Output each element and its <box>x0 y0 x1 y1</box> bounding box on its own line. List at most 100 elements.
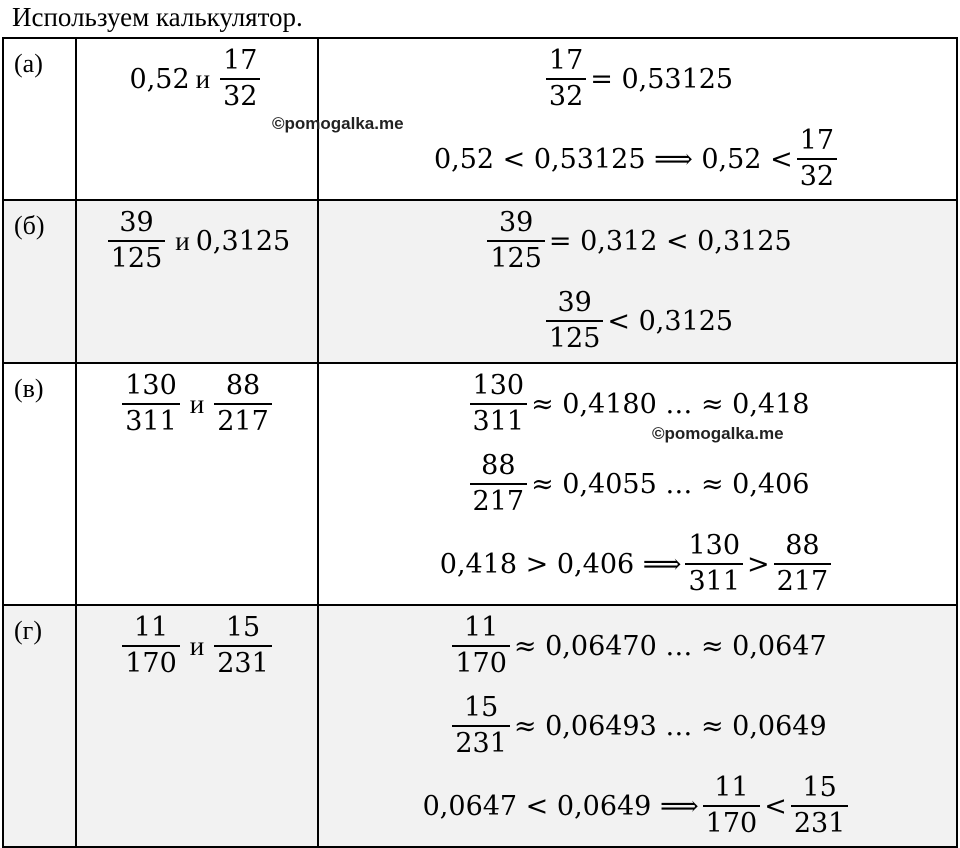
denominator: 32 <box>799 161 835 192</box>
table-row: (в) 130 311 и 88 217 130 <box>2 362 958 606</box>
fraction: 130 311 <box>122 369 180 439</box>
fraction: 11 170 <box>452 611 510 681</box>
watermark-text: ©pomogalka.me <box>652 424 784 443</box>
problem-expression: 130 311 и 88 217 <box>77 364 317 444</box>
numerator: 39 <box>557 287 592 318</box>
solution-line: 0,0647 < 0,0649 ⟹ 11 170 < 15 231 <box>319 766 956 846</box>
numerator: 11 <box>463 612 499 643</box>
fraction: 39 125 <box>487 206 545 276</box>
fraction-bar <box>702 805 761 807</box>
denominator: 170 <box>455 648 507 679</box>
problem-expression: 39 125 и 0,3125 <box>77 201 317 281</box>
fraction-bar <box>469 403 528 405</box>
decimal-value: 0,52 <box>129 63 190 95</box>
solution-line: 17 32 = 0,53125 <box>319 39 956 119</box>
denominator: 170 <box>705 808 758 839</box>
denominator: 217 <box>472 486 525 517</box>
numerator: 11 <box>714 772 749 803</box>
numerator: 15 <box>802 772 837 803</box>
expression-pre: 0,418 > 0,406 ⟹ <box>439 548 682 580</box>
fraction: 17 32 <box>220 44 261 114</box>
and-word: и <box>195 63 211 94</box>
fraction: 130 311 <box>685 529 744 599</box>
denominator: 125 <box>548 323 601 354</box>
numerator: 39 <box>119 207 154 238</box>
denominator: 311 <box>472 406 525 437</box>
fraction: 88 217 <box>214 369 272 439</box>
fraction-bar <box>790 805 849 807</box>
expression-rest: ≈ 0,06470 … ≈ 0,0647 <box>513 630 827 662</box>
denominator: 170 <box>125 648 177 679</box>
fraction-bar <box>469 483 528 485</box>
fraction: 88 217 <box>773 529 832 599</box>
solution-line: 130 311 ≈ 0,4180 … ≈ 0,418 <box>319 364 956 444</box>
denominator: 231 <box>455 728 507 759</box>
numerator: 17 <box>799 125 835 156</box>
decimal-value: 0,3125 <box>195 225 291 257</box>
denominator: 32 <box>223 81 258 112</box>
fraction: 11 170 <box>702 771 761 841</box>
fraction-bar <box>214 403 272 405</box>
numerator: 11 <box>133 612 169 643</box>
fraction-bar <box>487 240 545 242</box>
fraction-bar <box>773 563 832 565</box>
numerator: 130 <box>125 370 177 401</box>
fraction: 39 125 <box>545 286 604 356</box>
fraction-bar <box>796 158 838 160</box>
expression-pre: 0,0647 < 0,0649 ⟹ <box>422 790 699 822</box>
fraction: 15 231 <box>452 691 510 761</box>
fraction: 130 311 <box>469 369 528 439</box>
table-row: (б) 39 125 и 0,3125 39 125 = 0,312 < 0,3… <box>2 199 958 364</box>
fraction: 88 217 <box>469 449 528 519</box>
solution-line: 0,418 > 0,406 ⟹ 130 311 > 88 217 <box>319 524 956 604</box>
and-word: и <box>189 630 205 661</box>
numerator: 88 <box>225 370 261 401</box>
expression-pre: 0,52 < 0,53125 ⟹ 0,52 < <box>433 143 793 175</box>
denominator: 231 <box>793 808 846 839</box>
solution-table: (а) 0,52 и 17 32 17 32 = 0,53125 <box>2 37 958 848</box>
numerator: 88 <box>481 450 516 481</box>
denominator: 231 <box>217 648 269 679</box>
table-row: (г) 11 170 и 15 231 11 <box>2 604 958 848</box>
comparison-sign: < <box>764 790 787 822</box>
problem-expression: 11 170 и 15 231 <box>77 606 317 686</box>
numerator: 17 <box>548 45 584 76</box>
denominator: 125 <box>110 243 163 274</box>
fraction: 15 231 <box>214 611 272 681</box>
and-word: и <box>189 388 205 419</box>
expression-rest: = 0,53125 <box>590 63 734 95</box>
solution-line: 39 125 = 0,312 < 0,3125 <box>319 201 956 281</box>
problem-expression: 0,52 и 17 32 <box>77 39 317 119</box>
fraction-bar <box>220 78 261 80</box>
fraction-bar <box>452 725 510 727</box>
fraction-bar <box>685 563 744 565</box>
expression-rest: = 0,312 < 0,3125 <box>548 225 792 257</box>
numerator: 17 <box>223 45 258 76</box>
numerator: 15 <box>225 612 261 643</box>
expression-rest: < 0,3125 <box>607 305 734 337</box>
expression-rest: ≈ 0,06493 … ≈ 0,0649 <box>513 710 827 742</box>
denominator: 217 <box>776 566 829 597</box>
denominator: 311 <box>125 406 177 437</box>
solution-line: 15 231 ≈ 0,06493 … ≈ 0,0649 <box>319 686 956 766</box>
denominator: 125 <box>490 243 542 274</box>
watermark-text: ©pomogalka.me <box>272 114 404 133</box>
fraction: 17 32 <box>796 124 838 194</box>
numerator: 88 <box>785 530 820 561</box>
intro-text: Используем калькулятор. <box>12 2 303 32</box>
fraction-bar <box>452 645 510 647</box>
solution-line: 11 170 ≈ 0,06470 … ≈ 0,0647 <box>319 606 956 686</box>
fraction-bar <box>122 645 180 647</box>
row-label: (б) <box>14 211 45 240</box>
numerator: 130 <box>472 370 525 401</box>
row-label: (в) <box>14 374 44 403</box>
expression-rest: ≈ 0,4055 … ≈ 0,406 <box>531 468 810 500</box>
fraction-bar <box>214 645 272 647</box>
denominator: 311 <box>688 566 741 597</box>
row-label: (а) <box>14 49 43 78</box>
table-row: (а) 0,52 и 17 32 17 32 = 0,53125 <box>2 37 958 201</box>
numerator: 130 <box>688 530 741 561</box>
numerator: 39 <box>498 207 534 238</box>
and-word: и <box>175 225 190 256</box>
comparison-sign: > <box>747 548 770 580</box>
